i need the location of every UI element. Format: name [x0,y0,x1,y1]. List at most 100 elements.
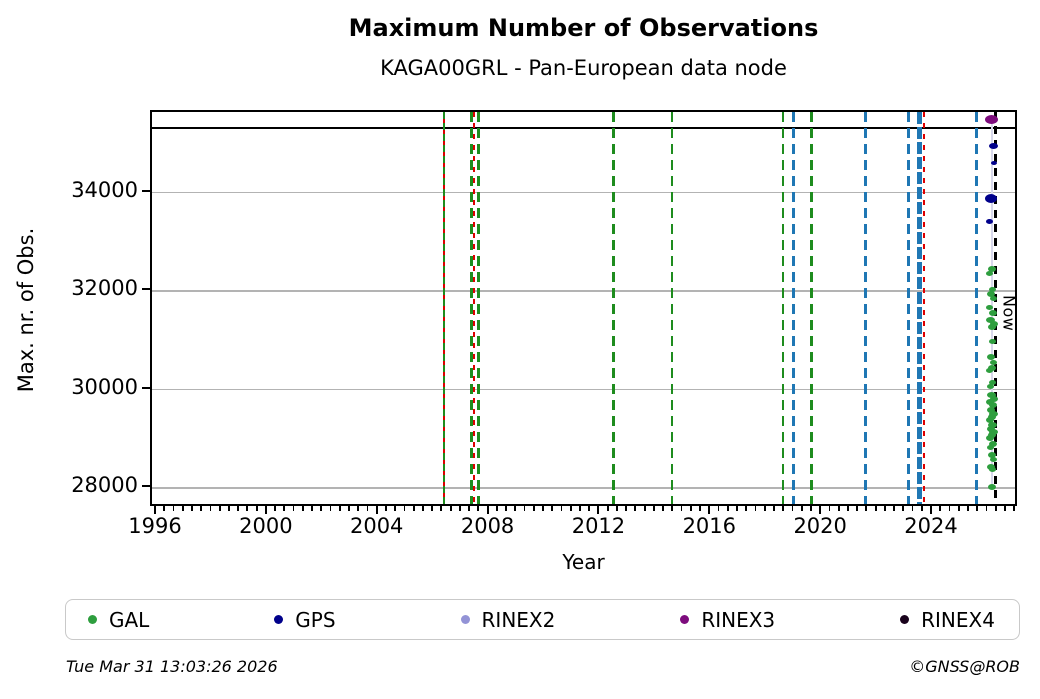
gridline [152,191,1015,194]
event-line-blue-thick [916,112,923,504]
x-tick-label: 2000 [239,514,293,538]
point-gal [989,395,998,402]
x-tick-minor [652,506,655,511]
x-tick-minor [560,506,563,511]
x-tick-major [264,506,267,514]
x-tick-minor [726,506,729,511]
x-tick-minor [643,506,646,511]
point-gps [990,161,997,166]
x-tick-minor [514,506,517,511]
x-tick-minor [1004,506,1006,511]
chart-subtitle: KAGA00GRL - Pan-European data node [380,56,787,80]
x-tick-minor [846,506,849,511]
x-tick-minor [791,506,794,511]
x-tick-minor [874,506,877,511]
x-tick-minor [865,506,868,511]
gridline [152,388,1015,391]
x-tick-minor [856,506,859,511]
x-tick-minor [893,506,895,511]
legend-dot-rinex4 [900,615,910,624]
credit: ©GNSS@ROB [909,657,1020,676]
x-tick-minor [181,506,184,511]
x-tick-minor [227,506,230,511]
x-tick-minor [588,506,591,511]
point-gal [987,444,995,450]
x-tick-minor [394,506,397,511]
point-gal [987,364,996,371]
point-gal [987,266,996,272]
y-tick [142,189,150,192]
x-tick-minor [218,506,221,511]
y-tick [142,386,150,389]
event-line-green-red [442,112,446,504]
event-line-green [670,112,674,504]
plot-area: Now [150,110,1018,506]
x-tick-minor [542,506,544,511]
point-gal [988,309,997,316]
x-axis-label: Year [562,550,605,574]
x-tick-minor [810,506,812,511]
x-tick-minor [311,506,313,511]
x-tick-minor [1013,506,1016,511]
x-tick-minor [301,506,304,511]
point-gal [986,407,995,414]
event-line-green [469,112,473,504]
x-tick-minor [292,506,295,511]
x-tick-minor [357,506,360,511]
x-tick-minor [699,506,701,511]
x-tick-minor [736,506,738,511]
point-gps [989,142,999,149]
x-tick-minor [505,506,507,511]
point-gal [988,422,998,429]
x-tick-label: 2016 [682,514,737,538]
legend-dot-rinex3 [680,615,690,624]
point-gal [987,383,995,389]
x-tick-minor [403,506,406,511]
x-tick-minor [468,506,470,511]
event-line-blue [864,112,868,504]
x-tick-minor [763,506,766,511]
y-tick [142,485,150,488]
x-tick-minor [338,506,341,511]
x-tick-minor [911,506,914,511]
x-tick-major [486,506,489,514]
x-tick-minor [440,506,443,511]
x-tick-minor [680,506,683,511]
x-tick-major [375,506,378,514]
event-line-red [473,112,476,504]
x-tick-minor [163,506,166,511]
x-tick-major [930,506,933,514]
event-line-blue [907,112,911,504]
legend-dot-gps [274,615,284,624]
event-line-green [781,112,785,504]
x-tick-minor [422,506,424,511]
point-gal [990,456,998,462]
x-tick-minor [625,506,628,511]
point-connector-line [991,119,993,488]
x-tick-minor [477,506,480,511]
x-tick-minor [283,506,286,511]
x-tick-minor [782,506,785,511]
x-tick-minor [616,506,618,511]
y-tick-label: 28000 [71,473,138,498]
x-tick-minor [689,506,692,511]
event-line-blue [791,112,795,504]
point-gal [987,484,996,491]
x-tick-minor [255,506,258,511]
point-gal [989,379,997,385]
legend-label: GAL [109,607,150,632]
point-gal [986,291,995,298]
point-gal [985,417,994,424]
x-tick-minor [532,506,535,511]
y-tick [142,288,150,291]
x-tick-minor [495,506,498,511]
legend-item-gal: GAL [88,608,149,632]
x-tick-minor [662,506,664,511]
point-gal [986,317,996,324]
legend-item-gps: GPS [274,608,336,632]
point-gal [988,441,997,448]
x-tick-minor [717,506,720,511]
point-gal [987,452,996,459]
event-line-blue [975,112,979,504]
